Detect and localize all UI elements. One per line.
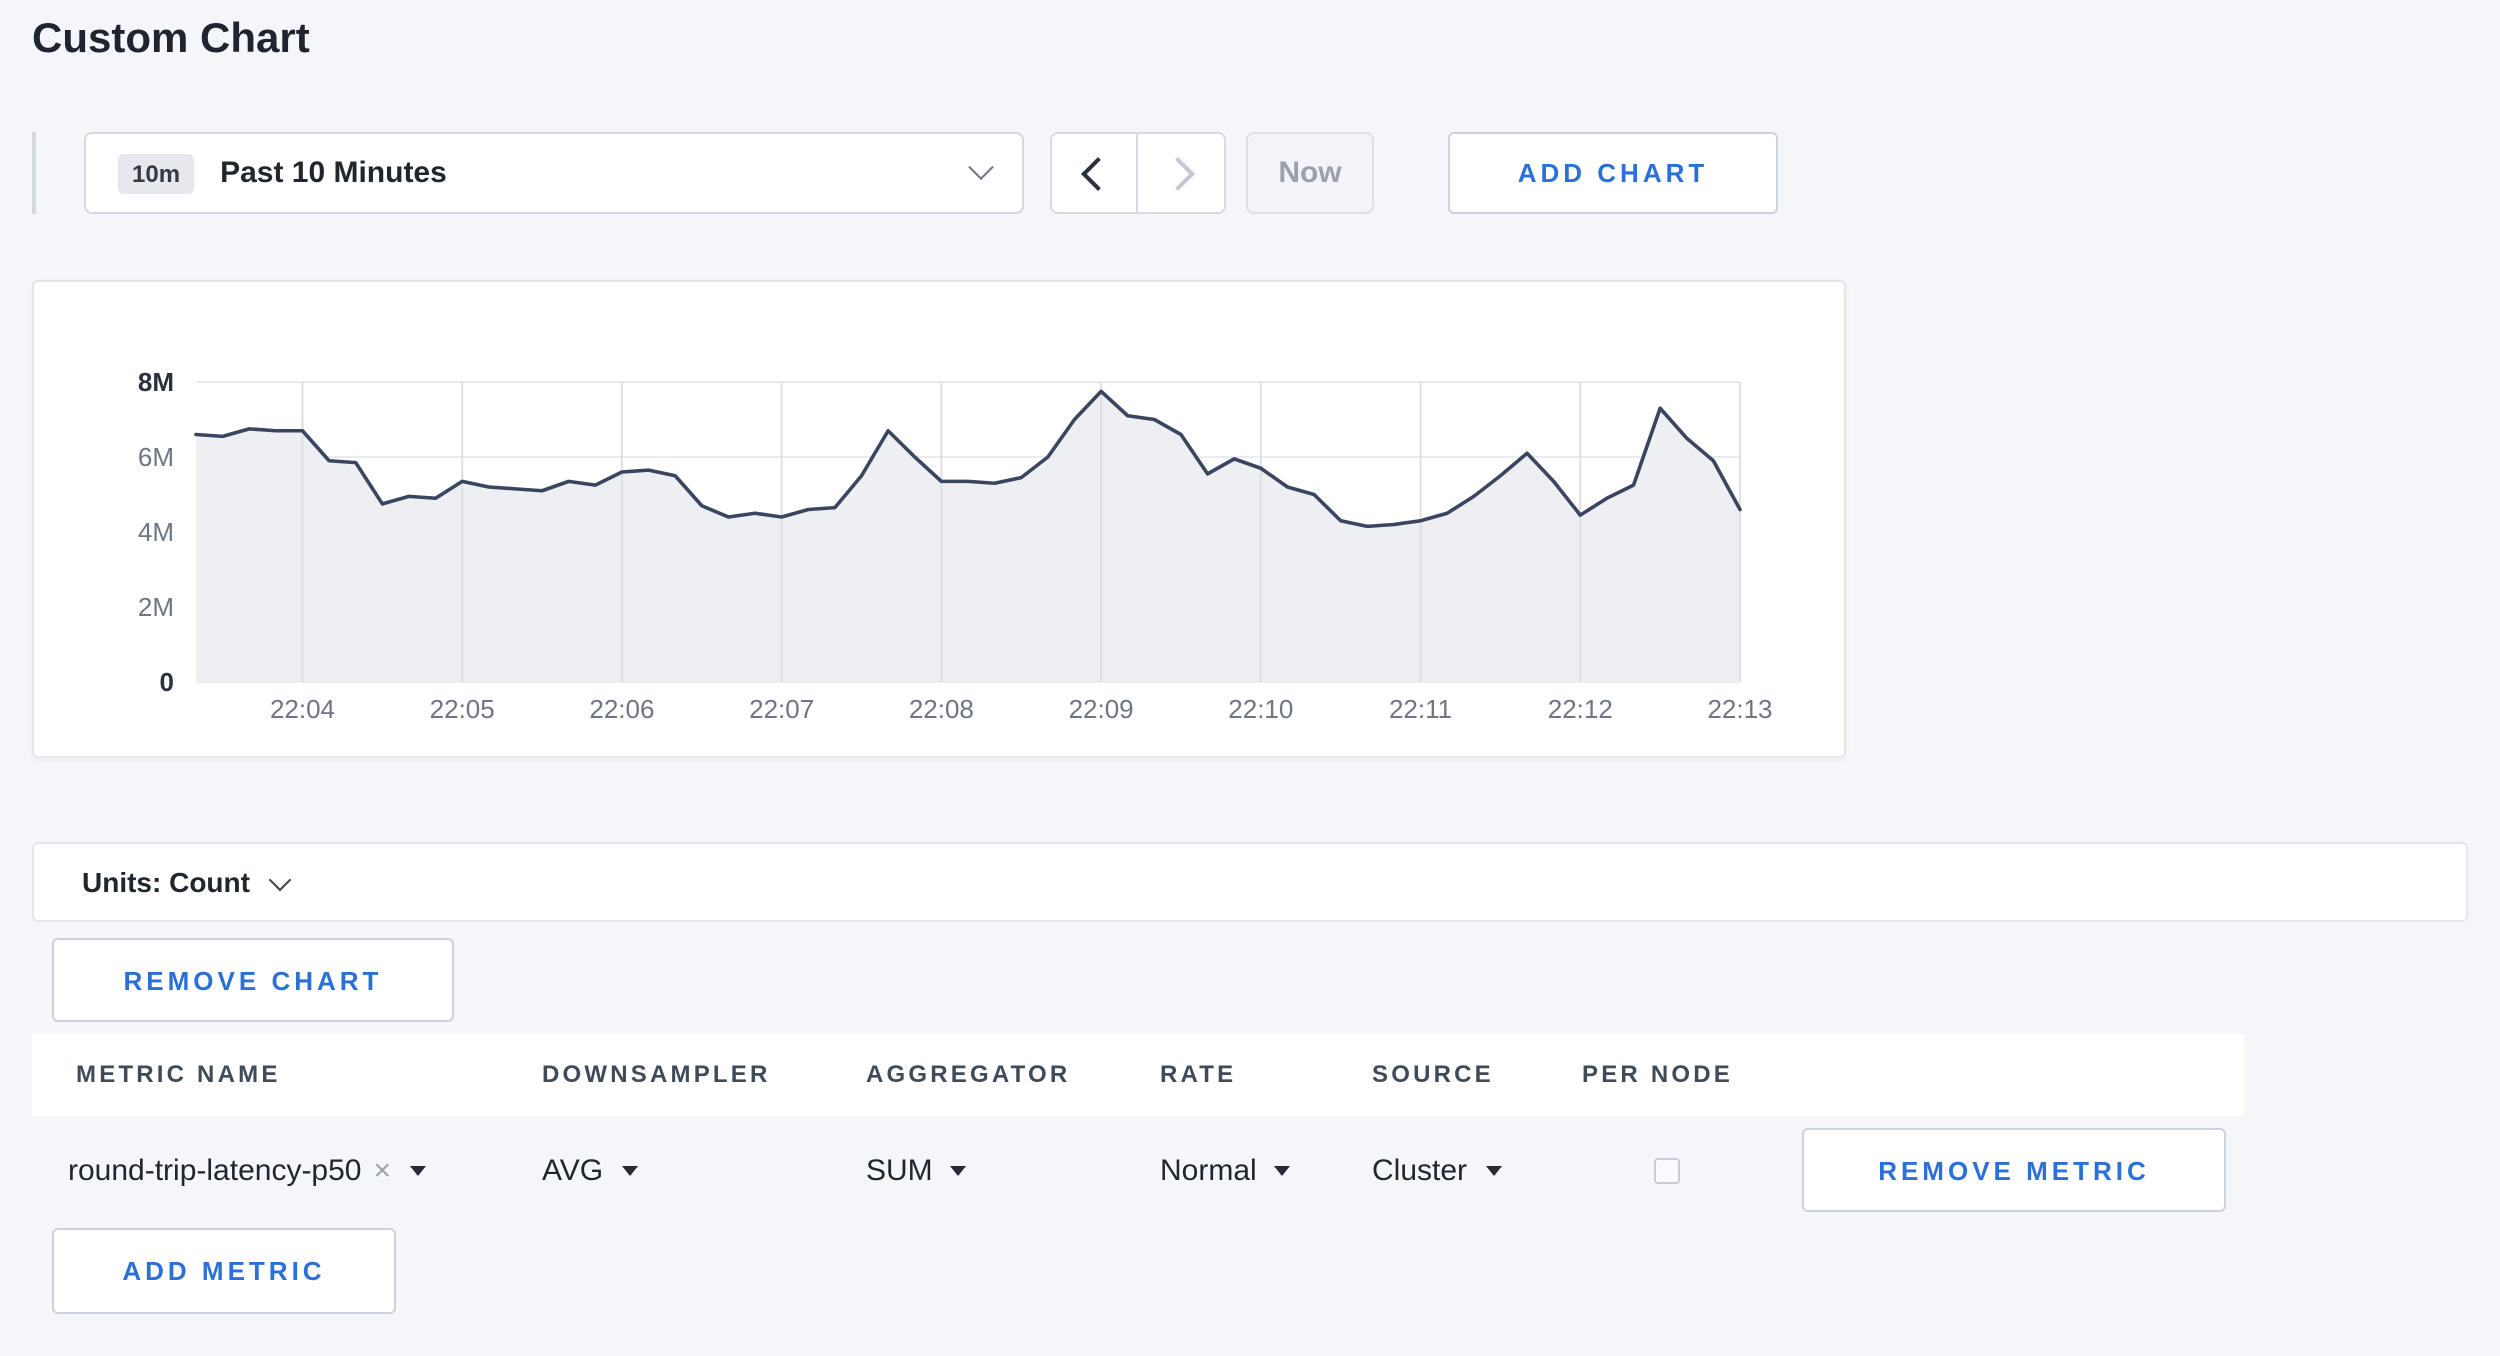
custom-chart-svg[interactable]: 22:04 22:05 22:06 22:07 22:08 22:09 22:10 22:11… [34,282,1848,760]
caret-down-icon [1485,1165,1502,1175]
header-source: SOURCE [1372,1060,1494,1088]
chevron-right-icon [1160,156,1194,190]
time-range-select[interactable]: 10m Past 10 Minutes [84,132,1024,214]
rate-select[interactable]: Normal [1160,1116,1291,1224]
units-select[interactable]: Units: Count [32,842,2468,922]
svg-text:22:06: 22:06 [589,694,654,724]
metric-name-value: round-trip-latency-p50 [68,1153,362,1187]
clear-metric-icon[interactable]: × [373,1153,392,1187]
svg-text:22:12: 22:12 [1548,694,1613,724]
header-downsampler: DOWNSAMPLER [542,1060,771,1088]
metric-name-select[interactable]: round-trip-latency-p50 × [68,1116,426,1224]
units-label: Units: Count [82,866,250,898]
metric-row: round-trip-latency-p50 × AVG SUM Normal … [32,1116,2244,1224]
per-node-checkbox[interactable] [1654,1158,1680,1184]
toolbar-accent-bar [32,132,36,214]
chevron-down-icon [968,154,994,181]
metrics-table-header: METRIC NAME DOWNSAMPLER AGGREGATOR RATE … [32,1034,2244,1116]
svg-text:22:08: 22:08 [909,694,974,724]
remove-chart-button[interactable]: REMOVE CHART [52,938,454,1022]
svg-text:22:07: 22:07 [749,694,814,724]
time-range-badge: 10m [118,153,195,193]
header-metric-name: METRIC NAME [76,1060,281,1088]
svg-text:22:11: 22:11 [1389,694,1452,724]
source-value: Cluster [1372,1153,1468,1187]
now-button[interactable]: Now [1246,132,1374,214]
time-range-label: Past 10 Minutes [220,156,447,190]
chart-card: 22:04 22:05 22:06 22:07 22:08 22:09 22:10 22:11… [32,280,1846,758]
svg-text:22:10: 22:10 [1228,694,1293,724]
svg-text:6M: 6M [138,442,174,472]
svg-text:8M: 8M [138,367,174,397]
next-time-button[interactable] [1138,132,1226,214]
header-per-node: PER NODE [1582,1060,1733,1088]
downsampler-select[interactable]: AVG [542,1116,638,1224]
header-rate: RATE [1160,1060,1237,1088]
svg-text:2M: 2M [138,592,174,622]
page-title: Custom Chart [32,16,310,62]
remove-metric-button[interactable]: REMOVE METRIC [1802,1128,2226,1212]
time-nav-group [1050,132,1226,214]
caret-down-icon [950,1165,967,1175]
source-select[interactable]: Cluster [1372,1116,1502,1224]
add-chart-button[interactable]: ADD CHART [1448,132,1778,214]
downsampler-value: AVG [542,1153,604,1187]
caret-down-icon [409,1165,426,1175]
chevron-left-icon [1081,156,1115,190]
chevron-down-icon [268,867,292,891]
svg-text:22:13: 22:13 [1707,694,1772,724]
svg-text:4M: 4M [138,517,174,547]
svg-text:0: 0 [160,667,174,697]
svg-text:22:04: 22:04 [270,694,335,724]
svg-text:22:09: 22:09 [1069,694,1134,724]
add-metric-button[interactable]: ADD METRIC [52,1228,396,1314]
caret-down-icon [1274,1165,1291,1175]
aggregator-select[interactable]: SUM [866,1116,967,1224]
rate-value: Normal [1160,1153,1257,1187]
prev-time-button[interactable] [1050,132,1138,214]
header-aggregator: AGGREGATOR [866,1060,1071,1088]
svg-text:22:05: 22:05 [430,694,495,724]
aggregator-value: SUM [866,1153,933,1187]
caret-down-icon [621,1165,638,1175]
